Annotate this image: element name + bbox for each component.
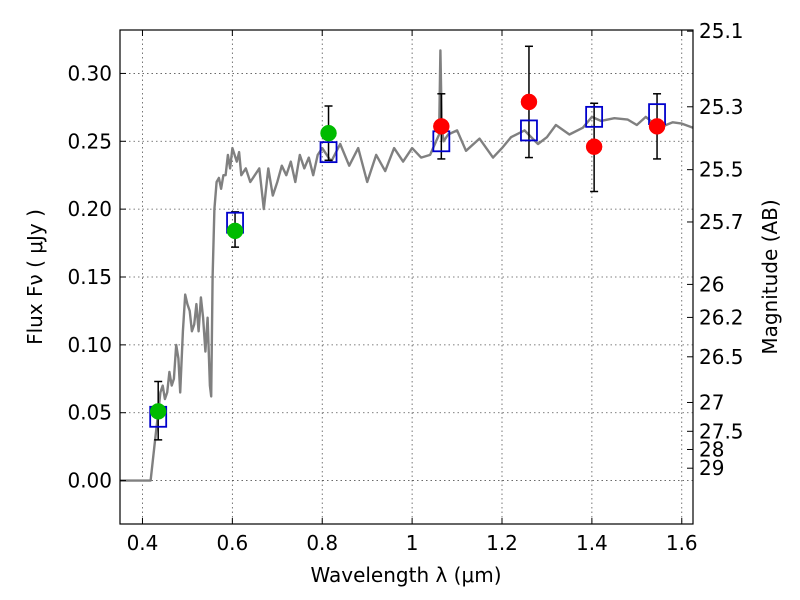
magnitude-tick-label: 29 — [699, 456, 724, 480]
y-tick-label: 0.25 — [67, 129, 112, 153]
x-axis-title: Wavelength λ (μm) — [310, 563, 501, 587]
model-photometry-square — [520, 119, 538, 142]
plot-series — [120, 49, 694, 482]
magnitude-tick-label: 25.1 — [699, 19, 744, 43]
y-axis-ticks: 0.00 0.05 0.10 0.15 0.20 0.25 0.30 — [67, 61, 126, 493]
observed-flux-point — [226, 222, 244, 240]
error-bars — [154, 45, 662, 441]
observed-flux-point — [585, 138, 603, 155]
y-tick-label: 0.20 — [67, 197, 112, 221]
observed-flux-point — [149, 403, 167, 420]
magnitude-tick-label: 26.2 — [699, 305, 744, 329]
magnitude-tick-label: 27 — [699, 390, 724, 414]
magnitude-tick-label: 26.5 — [699, 345, 744, 369]
y-tick-label: 0.05 — [67, 401, 112, 425]
x-tick-label: 0.4 — [127, 531, 159, 555]
observed-flux-point — [320, 124, 337, 142]
magnitude-tick-label: 28 — [699, 437, 724, 461]
y-axis-title: Flux Fν ( μJy ) — [23, 209, 47, 345]
model-photometry-square — [585, 105, 604, 128]
sed-model-line — [120, 49, 694, 482]
grid-lines — [120, 30, 693, 524]
x-tick-label: 1.4 — [576, 531, 608, 555]
x-tick-label: 1.6 — [666, 531, 698, 555]
magnitude-tick-label: 25.5 — [699, 158, 744, 182]
magnitude-tick-label: 25.3 — [699, 95, 744, 119]
x-tick-label: 1.2 — [486, 531, 518, 555]
y-tick-label: 0.10 — [67, 333, 112, 357]
x-axis-ticks: 0.4 0.6 0.8 1 1.2 1.4 1.6 — [127, 30, 698, 555]
observed-flux-point — [648, 118, 666, 135]
data-markers — [149, 93, 666, 428]
magnitude-tick-label: 26 — [699, 272, 724, 296]
x-tick-label: 0.6 — [216, 531, 248, 555]
magnitude-tick-label: 27.5 — [699, 419, 744, 443]
observed-flux-point — [520, 93, 538, 111]
magnitude-tick-label: 25.7 — [699, 210, 744, 234]
model-photometry-square — [319, 141, 338, 164]
y-tick-label: 0.00 — [67, 469, 112, 493]
observed-flux-point — [433, 118, 450, 135]
y-tick-label: 0.15 — [67, 265, 112, 289]
x-tick-label: 0.8 — [306, 531, 338, 555]
y-tick-label: 0.30 — [67, 61, 112, 85]
x-tick-label: 1 — [406, 531, 419, 555]
magnitude-axis-title: Magnitude (AB) — [758, 199, 782, 354]
